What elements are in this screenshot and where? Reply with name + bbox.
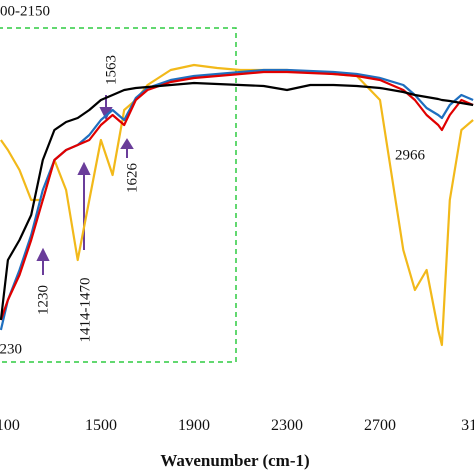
annotation: 1563 (103, 55, 119, 85)
annotation: 2966 (395, 147, 426, 163)
highlight-box (0, 27, 237, 363)
annotation: 1230 (35, 285, 51, 315)
arrows (36, 95, 134, 275)
annotation: 00-2150 (0, 3, 50, 19)
x-tick-label: 1900 (178, 417, 210, 434)
arrow-head (120, 138, 134, 149)
arrow-head (36, 247, 50, 261)
series-line (0, 68, 474, 331)
x-axis-label: Wavenumber (cm-1) (160, 451, 309, 470)
series-line (0, 81, 474, 321)
x-tick-label: 2700 (364, 417, 396, 434)
x-tick-label: 100 (0, 417, 20, 434)
series-line (0, 63, 474, 347)
series-line (0, 70, 474, 321)
annotation: 1414-1470 (77, 278, 93, 343)
x-tick-label: 310 (461, 417, 474, 434)
arrow-head (77, 161, 91, 175)
annotation: 1626 (124, 163, 140, 194)
x-tick-label: 1500 (85, 417, 117, 434)
annotation: 1230 (0, 341, 22, 357)
x-tick-label: 2300 (271, 417, 303, 434)
